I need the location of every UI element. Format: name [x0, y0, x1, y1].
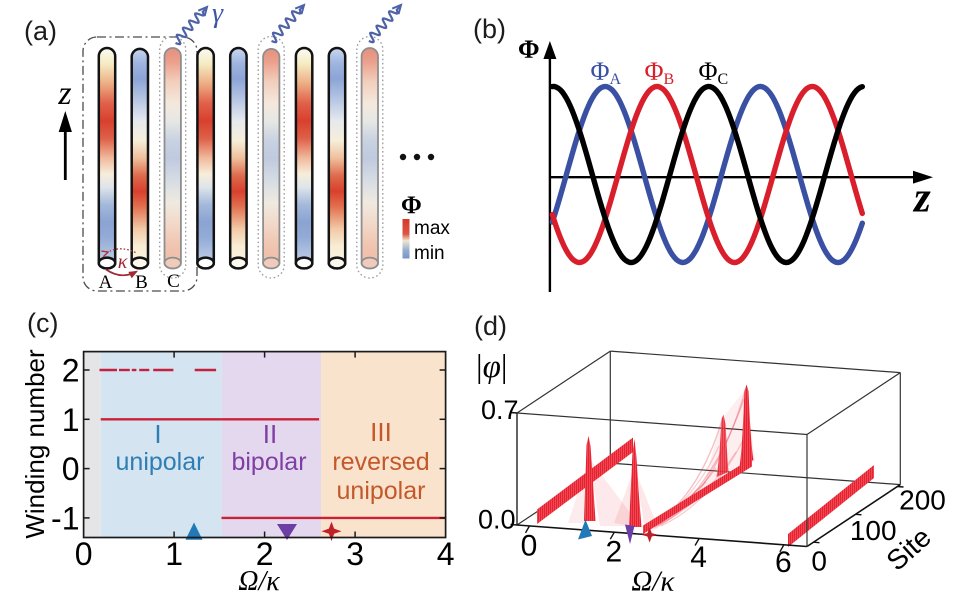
svg-text:reversed: reversed — [332, 448, 429, 476]
svg-text:0: 0 — [521, 530, 538, 563]
svg-text:2: 2 — [605, 536, 622, 569]
svg-text:II: II — [263, 419, 277, 449]
svg-text:0.0: 0.0 — [478, 505, 516, 535]
svg-text:(b): (b) — [473, 14, 506, 44]
svg-text:4: 4 — [690, 541, 707, 574]
svg-text:4: 4 — [437, 536, 455, 572]
svg-text:max: max — [414, 218, 450, 239]
svg-text:100: 100 — [850, 515, 897, 546]
svg-text:Ω/κ: Ω/κ — [631, 566, 675, 598]
svg-text:2: 2 — [62, 353, 80, 389]
svg-text:Winding number: Winding number — [20, 349, 50, 539]
svg-text:ΦC: ΦC — [699, 57, 729, 88]
svg-text:1: 1 — [165, 536, 183, 572]
svg-text:0: 0 — [811, 546, 827, 577]
svg-text:3: 3 — [346, 536, 364, 572]
svg-text:(d): (d) — [474, 311, 507, 341]
svg-text:200: 200 — [899, 485, 946, 516]
svg-text:C: C — [167, 271, 180, 292]
svg-text:z: z — [57, 75, 71, 112]
svg-text:κ: κ — [118, 251, 128, 273]
svg-text:2: 2 — [256, 536, 274, 572]
svg-text:Ω/κ: Ω/κ — [238, 566, 280, 597]
svg-text:(a): (a) — [24, 16, 57, 46]
svg-text:|φ|: |φ| — [476, 349, 507, 385]
svg-text:bipolar: bipolar — [231, 448, 306, 476]
svg-text:0: 0 — [62, 451, 80, 487]
svg-text:B: B — [135, 272, 148, 293]
svg-text:min: min — [414, 243, 445, 264]
svg-text:γ: γ — [212, 0, 224, 29]
svg-text:unipolar: unipolar — [116, 448, 205, 476]
svg-text:Φ: Φ — [401, 192, 422, 219]
svg-text:6: 6 — [775, 546, 792, 579]
svg-text:1: 1 — [62, 402, 80, 438]
svg-text:Φ: Φ — [518, 35, 540, 64]
svg-text:0.7: 0.7 — [481, 395, 519, 425]
svg-text:-1: -1 — [51, 500, 79, 536]
svg-text:0: 0 — [75, 536, 93, 572]
svg-text:A: A — [99, 272, 113, 293]
svg-text:I: I — [154, 419, 161, 449]
svg-text:z: z — [912, 175, 931, 222]
svg-text:unipolar: unipolar — [337, 477, 426, 505]
svg-text:(c): (c) — [27, 308, 58, 338]
svg-text:III: III — [370, 417, 392, 447]
